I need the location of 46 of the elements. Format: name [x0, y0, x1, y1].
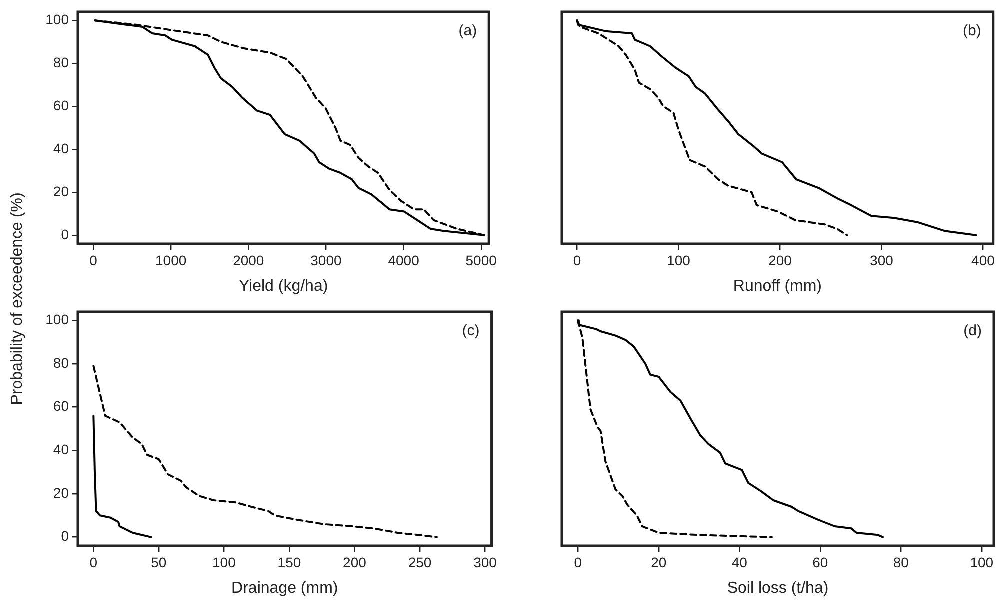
- annotation: (b): [963, 22, 982, 40]
- x-tick-label: 100: [212, 554, 236, 570]
- x-axis-title: Yield (kg/ha): [238, 278, 328, 295]
- x-tick-label: 3000: [310, 252, 342, 268]
- x-tick-label: 150: [278, 554, 302, 570]
- y-tick-label: 60: [53, 398, 70, 414]
- x-tick-label: 0: [90, 252, 98, 268]
- y-tick-label: 60: [53, 97, 70, 114]
- y-tick-label: 80: [53, 54, 70, 70]
- x-tick-label: 300: [474, 554, 498, 570]
- x-axis-title: Soil loss (t/ha): [727, 580, 829, 597]
- x-tick-label: 1000: [156, 252, 187, 268]
- y-tick-label: 40: [53, 442, 70, 458]
- x-axis-title: Drainage (mm): [232, 580, 338, 597]
- y-tick-label: 0: [61, 528, 70, 544]
- x-tick-label: 50: [151, 554, 167, 570]
- x-tick-label: 250: [408, 554, 432, 570]
- x-tick-label: 2000: [233, 252, 264, 268]
- x-tick-label: 4000: [388, 252, 420, 268]
- x-tick-label: 0: [574, 554, 582, 570]
- x-tick-label: 40: [732, 554, 748, 570]
- x-tick-label: 200: [343, 554, 367, 570]
- x-tick-label: 400: [972, 252, 996, 268]
- annotation: (d): [964, 322, 982, 340]
- x-tick-label: 100: [667, 252, 691, 268]
- y-axis-title: Probability of exceedence (%): [9, 192, 27, 408]
- y-tick-label: 80: [53, 354, 70, 371]
- y-tick-label: 100: [46, 11, 70, 28]
- x-tick-label: 100: [970, 554, 994, 570]
- y-tick-label: 0: [61, 226, 70, 242]
- x-tick-label: 0: [90, 554, 98, 570]
- x-tick-label: 20: [651, 554, 667, 570]
- annotation: (c): [462, 322, 480, 340]
- x-tick-label: 200: [768, 252, 792, 268]
- x-tick-label: 80: [893, 554, 910, 570]
- line-series: [92, 365, 438, 538]
- annotation: (a): [458, 22, 478, 40]
- x-tick-label: 0: [573, 252, 582, 268]
- x-tick-label: 5000: [466, 252, 498, 268]
- x-tick-label: 300: [870, 252, 894, 268]
- y-tick-label: 40: [53, 140, 70, 156]
- y-tick-label: 20: [53, 484, 70, 501]
- x-axis-title: Runoff (mm): [733, 278, 822, 295]
- y-tick-label: 20: [53, 183, 70, 200]
- y-tick-label: 100: [46, 312, 70, 328]
- x-tick-label: 60: [812, 554, 828, 570]
